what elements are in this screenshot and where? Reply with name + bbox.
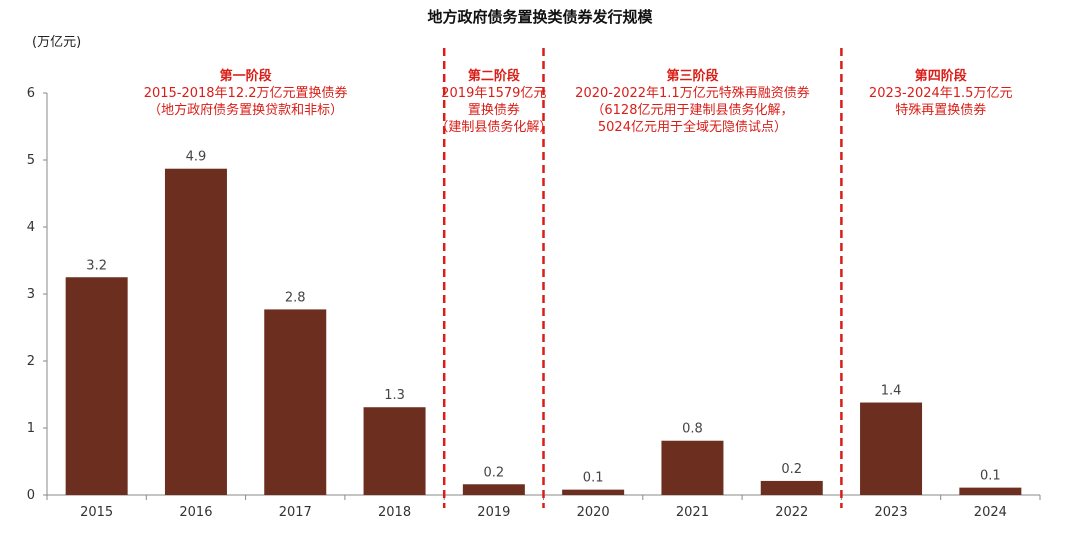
y-tick-label: 6	[27, 86, 35, 101]
phase-description-line: 2023-2024年1.5万亿元	[869, 86, 1013, 101]
y-tick-label: 3	[27, 287, 35, 302]
bar	[164, 168, 227, 495]
x-tick-label: 2024	[974, 505, 1007, 520]
data-label: 3.2	[86, 258, 107, 273]
data-label: 1.4	[881, 384, 902, 399]
data-label: 0.2	[484, 465, 505, 480]
x-tick-label: 2016	[179, 505, 212, 520]
y-tick-label: 1	[27, 421, 35, 436]
bar	[760, 480, 823, 495]
phase-description-line: （建制县债务化解）	[435, 119, 552, 135]
phase-dividers	[442, 48, 843, 508]
y-tick-label: 4	[27, 220, 35, 235]
x-tick-label: 2023	[875, 505, 908, 520]
x-tick-label: 2018	[378, 505, 411, 520]
y-tick-label: 2	[27, 354, 35, 369]
data-label: 1.3	[384, 388, 405, 403]
phase-3: 第三阶段2020-2022年1.1万亿元特殊再融资债券（6128亿元用于建制县债…	[575, 68, 810, 135]
phase-title: 第二阶段	[468, 68, 520, 84]
phase-title: 第四阶段	[915, 68, 967, 84]
phase-annotations: 第一阶段2015-2018年12.2万亿元置换债券（地方政府债务置换贷款和非标）…	[144, 68, 1013, 135]
data-label: 0.2	[781, 462, 802, 477]
phase-description-line: 2019年1579亿元	[441, 86, 546, 101]
bar	[860, 402, 923, 495]
x-tick-label: 2022	[775, 505, 808, 520]
x-tick-label: 2020	[577, 505, 610, 520]
y-axis-unit-label: (万亿元)	[32, 35, 81, 50]
y-tick-label: 0	[27, 488, 35, 503]
data-label: 4.9	[186, 150, 207, 165]
phase-description-line: 2020-2022年1.1万亿元特殊再融资债券	[575, 85, 810, 101]
phase-description-line: 2015-2018年12.2万亿元置换债券	[144, 85, 348, 101]
phase-description-line: （地方政府债务置换贷款和非标）	[148, 102, 343, 118]
phase-title: 第三阶段	[666, 68, 718, 84]
x-tick-label: 2019	[477, 505, 510, 520]
data-label: 0.1	[980, 469, 1001, 484]
bar	[363, 407, 426, 495]
phase-title: 第一阶段	[220, 68, 272, 84]
x-tick-label: 2021	[676, 505, 709, 520]
bar	[562, 489, 625, 495]
bar	[462, 484, 525, 495]
bar	[661, 440, 724, 495]
data-label: 0.1	[583, 471, 604, 486]
x-tick-label: 2015	[80, 505, 113, 520]
bar	[65, 277, 128, 495]
x-tick-label: 2017	[279, 505, 312, 520]
phase-description-line: 5024亿元用于全域无隐债试点）	[598, 119, 787, 135]
data-label: 0.8	[682, 422, 703, 437]
bars: 3.2 2015 4.9 2016 2.8 2017 1.3 2018 0.2 2019 0.1 20…	[65, 150, 1022, 520]
phase-description-line: 特殊再置换债券	[895, 102, 986, 118]
y-tick-label: 5	[27, 153, 35, 168]
data-label: 2.8	[285, 290, 306, 305]
bar	[264, 309, 327, 495]
bar	[959, 487, 1022, 495]
phase-description-line: 置换债券	[468, 102, 520, 118]
phase-description-line: （6128亿元用于建制县债务化解，	[591, 102, 793, 118]
chart-title: 地方政府债务置换类债券发行规模	[427, 8, 653, 26]
